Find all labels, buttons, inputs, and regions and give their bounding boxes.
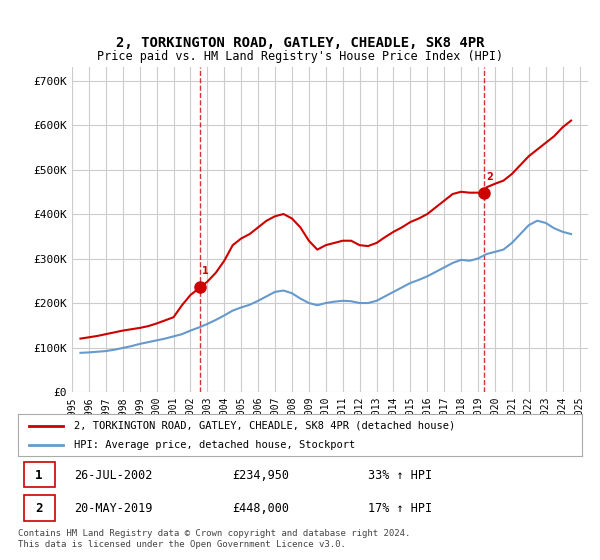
Text: Contains HM Land Registry data © Crown copyright and database right 2024.
This d: Contains HM Land Registry data © Crown c… [18,529,410,549]
Text: Price paid vs. HM Land Registry's House Price Index (HPI): Price paid vs. HM Land Registry's House … [97,50,503,63]
Text: £234,950: £234,950 [232,469,289,482]
Text: HPI: Average price, detached house, Stockport: HPI: Average price, detached house, Stoc… [74,440,356,450]
Text: 26-JUL-2002: 26-JUL-2002 [74,469,153,482]
Text: 33% ↑ HPI: 33% ↑ HPI [368,469,432,482]
FancyBboxPatch shape [23,462,55,487]
Text: 2, TORKINGTON ROAD, GATLEY, CHEADLE, SK8 4PR (detached house): 2, TORKINGTON ROAD, GATLEY, CHEADLE, SK8… [74,421,455,431]
Text: 17% ↑ HPI: 17% ↑ HPI [368,502,432,515]
FancyBboxPatch shape [23,496,55,521]
Text: 1: 1 [202,267,209,276]
Text: £448,000: £448,000 [232,502,289,515]
Text: 2: 2 [35,502,43,515]
Text: 2: 2 [486,171,493,181]
Text: 1: 1 [35,469,43,482]
Text: 20-MAY-2019: 20-MAY-2019 [74,502,153,515]
Text: 2, TORKINGTON ROAD, GATLEY, CHEADLE, SK8 4PR: 2, TORKINGTON ROAD, GATLEY, CHEADLE, SK8… [116,36,484,50]
